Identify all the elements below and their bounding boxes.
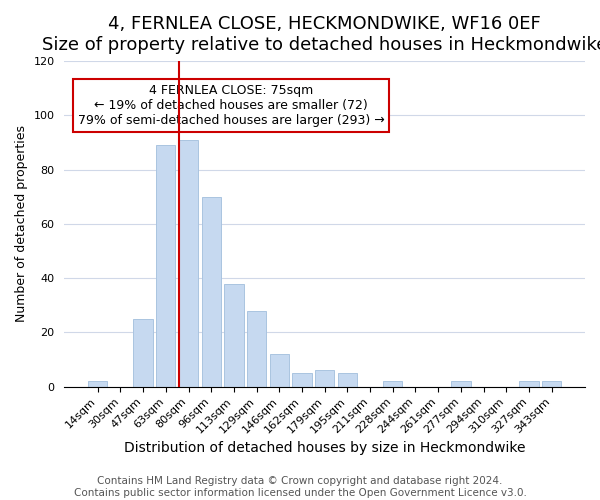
Bar [179, 140, 198, 386]
Bar [224, 284, 244, 387]
Y-axis label: Number of detached properties: Number of detached properties [15, 126, 28, 322]
Bar [88, 382, 107, 386]
Bar [202, 196, 221, 386]
Bar [383, 382, 403, 386]
Bar [315, 370, 334, 386]
Title: 4, FERNLEA CLOSE, HECKMONDWIKE, WF16 0EF
Size of property relative to detached h: 4, FERNLEA CLOSE, HECKMONDWIKE, WF16 0EF… [42, 15, 600, 54]
Bar [269, 354, 289, 386]
X-axis label: Distribution of detached houses by size in Heckmondwike: Distribution of detached houses by size … [124, 441, 526, 455]
Bar [247, 310, 266, 386]
Bar [156, 145, 175, 386]
Bar [338, 373, 357, 386]
Bar [542, 382, 562, 386]
Bar [292, 373, 311, 386]
Bar [133, 319, 153, 386]
Text: Contains HM Land Registry data © Crown copyright and database right 2024.
Contai: Contains HM Land Registry data © Crown c… [74, 476, 526, 498]
Bar [451, 382, 470, 386]
Text: 4 FERNLEA CLOSE: 75sqm
← 19% of detached houses are smaller (72)
79% of semi-det: 4 FERNLEA CLOSE: 75sqm ← 19% of detached… [77, 84, 385, 126]
Bar [520, 382, 539, 386]
